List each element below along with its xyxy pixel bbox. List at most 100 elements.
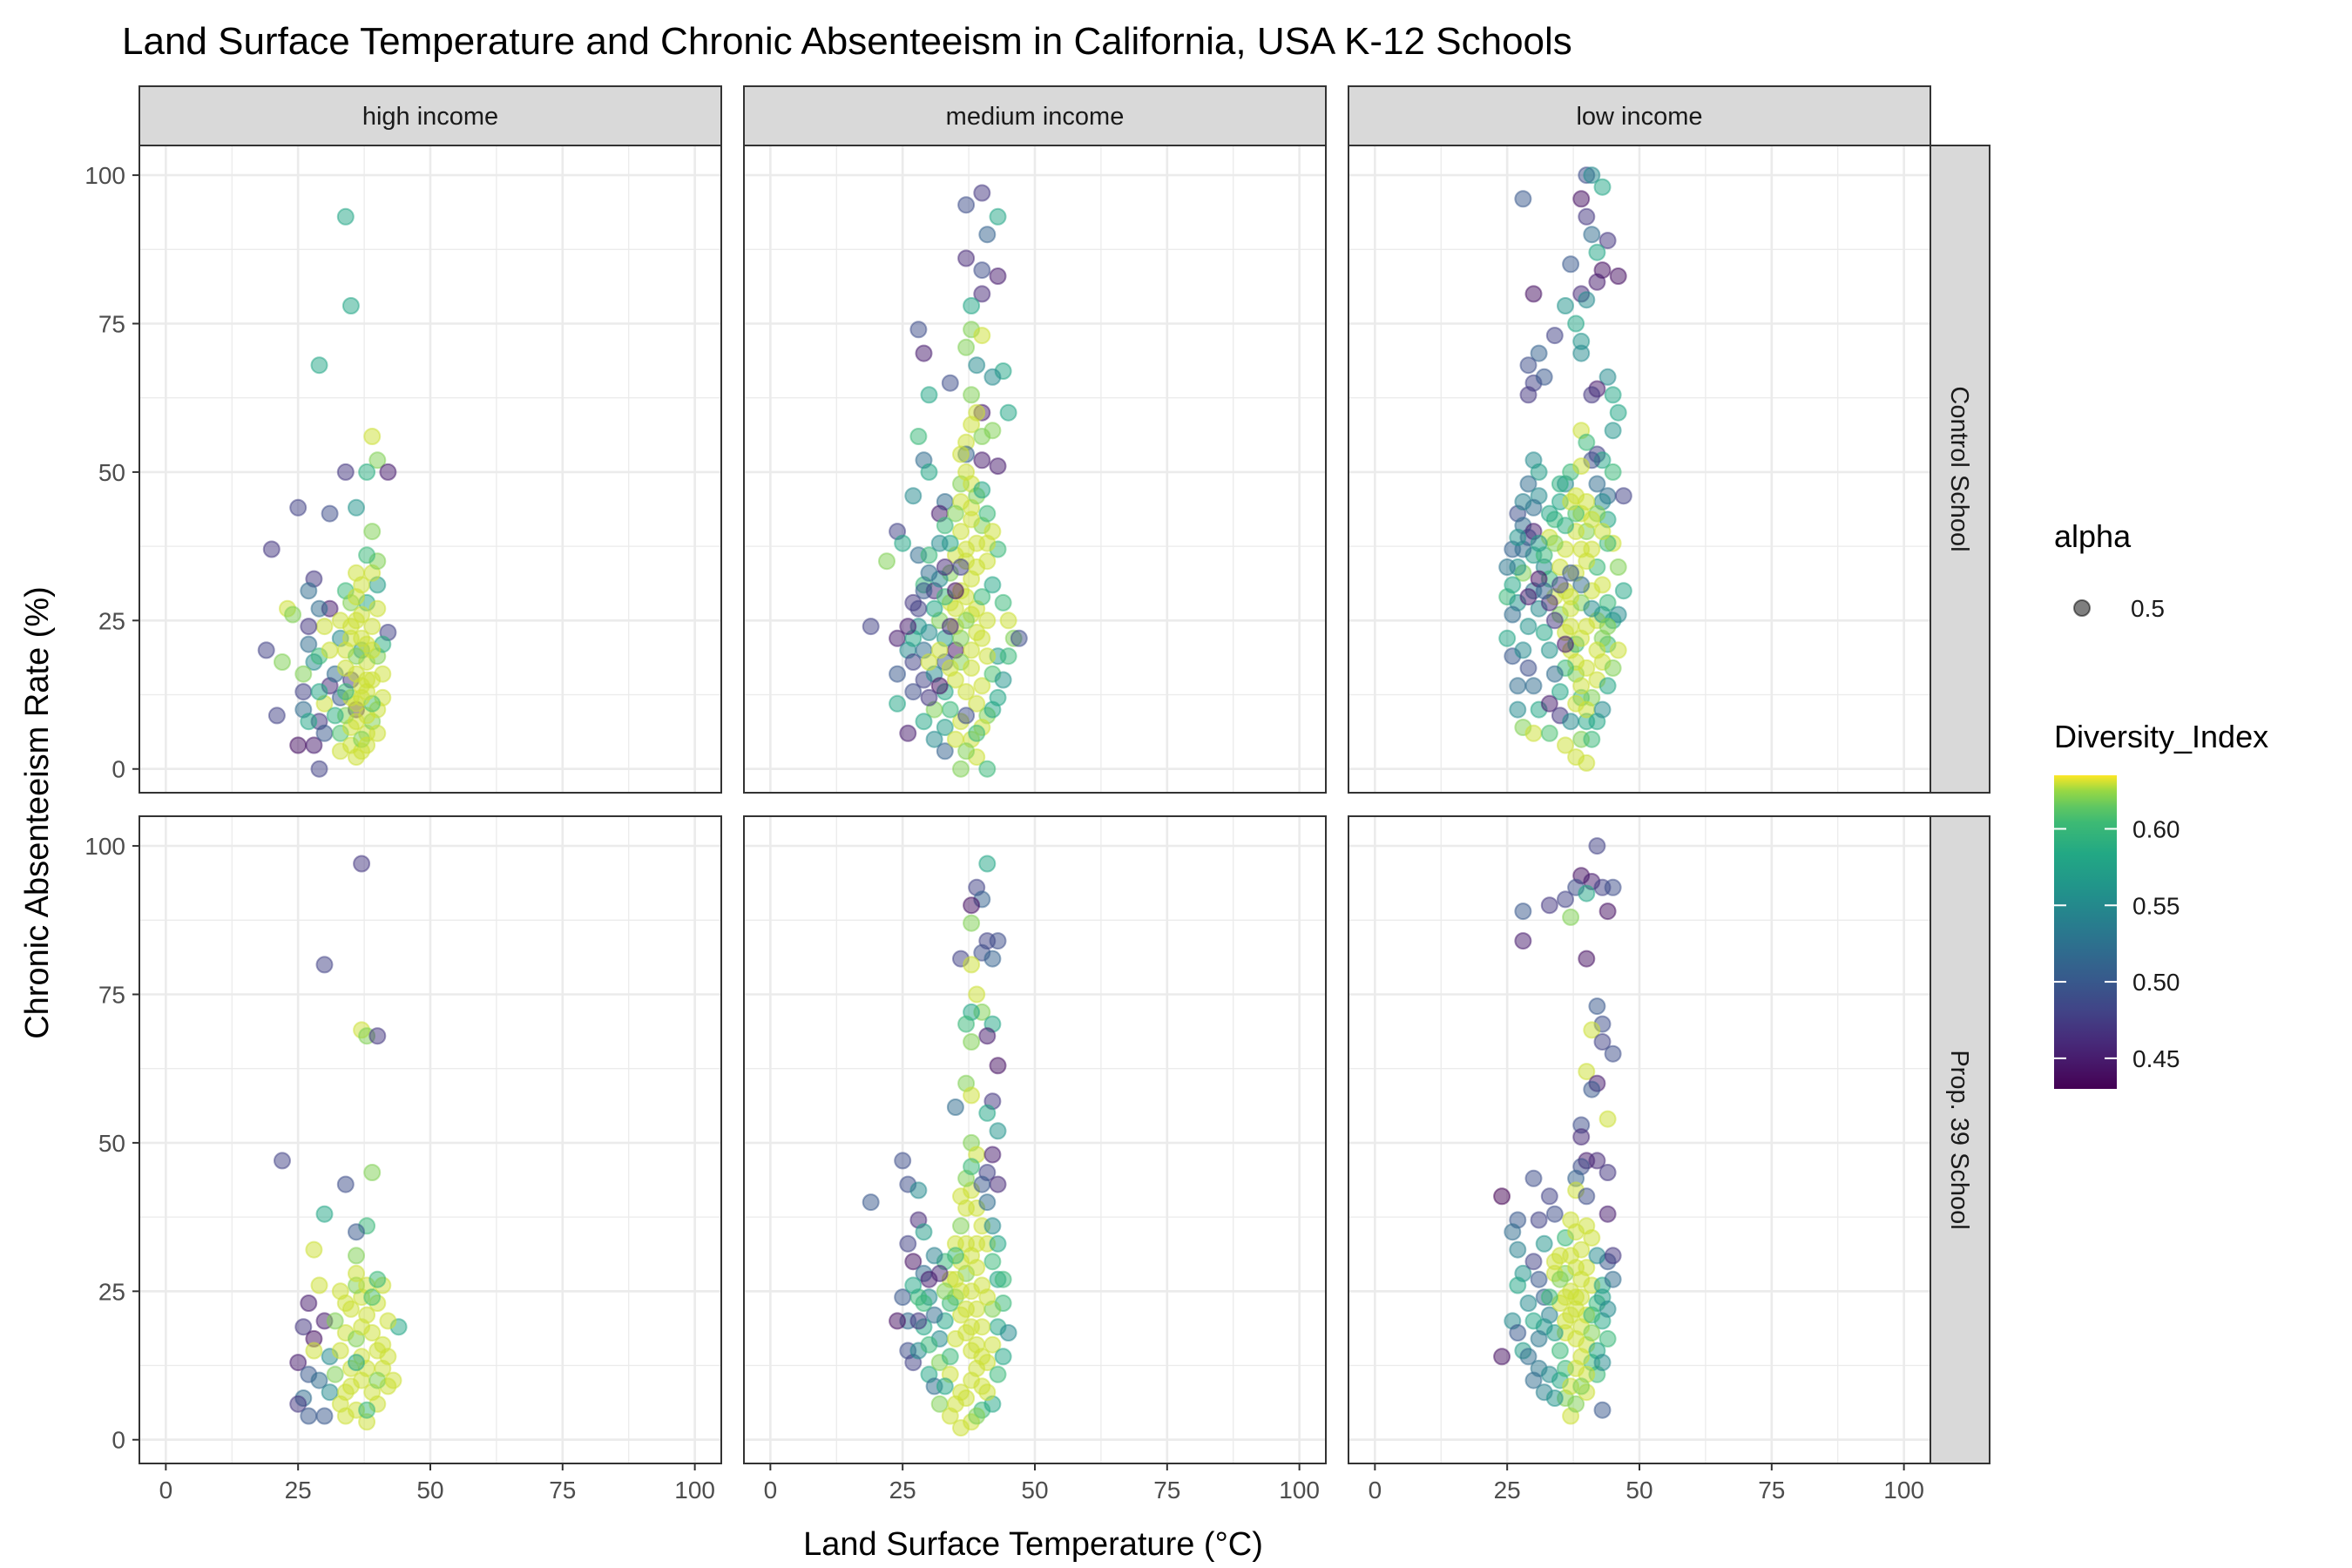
- data-point: [952, 760, 970, 778]
- data-point: [1583, 510, 1601, 529]
- data-point: [1540, 896, 1558, 915]
- data-point: [1562, 564, 1580, 582]
- data-point: [310, 760, 328, 778]
- data-point: [294, 1318, 313, 1336]
- data-point: [973, 285, 991, 303]
- data-point: [1535, 582, 1553, 600]
- data-point: [957, 706, 976, 725]
- data-point: [946, 1098, 964, 1116]
- data-point: [946, 1329, 964, 1348]
- strip-background: [139, 85, 722, 146]
- data-point: [968, 724, 986, 742]
- data-point: [968, 1259, 986, 1277]
- data-point: [294, 683, 313, 701]
- y-tick-label: 0: [112, 756, 125, 783]
- data-point: [973, 261, 991, 280]
- data-point: [889, 1312, 907, 1330]
- data-point: [989, 1175, 1007, 1193]
- data-point: [968, 1335, 986, 1354]
- data-point: [1598, 1164, 1617, 1181]
- data-point: [978, 1027, 997, 1045]
- data-point: [1540, 504, 1558, 523]
- data-point: [1593, 1354, 1612, 1372]
- data-point: [1604, 878, 1622, 896]
- data-point: [999, 403, 1017, 422]
- data-point: [963, 659, 981, 677]
- data-point: [952, 629, 970, 647]
- y-tick-label: 0: [112, 1427, 125, 1454]
- data-point: [1557, 297, 1574, 314]
- data-point: [348, 1247, 365, 1265]
- data-point: [983, 1217, 1002, 1235]
- data-point: [963, 914, 981, 932]
- data-point: [1514, 902, 1532, 921]
- data-point: [300, 1407, 318, 1425]
- x-tick-label: 25: [285, 1477, 312, 1504]
- x-tick-label: 50: [1625, 1477, 1652, 1504]
- legend-alpha-key: [2073, 599, 2091, 617]
- data-point: [983, 950, 1002, 968]
- legend-color-title: Diversity_Index: [2054, 719, 2268, 754]
- data-point: [1519, 659, 1538, 677]
- data-point: [1583, 1306, 1601, 1324]
- data-point: [348, 588, 365, 606]
- data-point: [963, 1086, 981, 1105]
- data-point: [1578, 659, 1596, 677]
- data-point: [1498, 629, 1517, 647]
- data-point: [321, 504, 339, 523]
- data-point: [331, 1282, 349, 1301]
- data-point: [300, 582, 318, 600]
- data-point: [1583, 386, 1601, 404]
- data-point: [300, 713, 318, 731]
- data-point: [968, 356, 986, 375]
- data-point: [1583, 1324, 1601, 1342]
- y-axis-title: Chronic Absenteeism Rate (%): [19, 586, 56, 1039]
- x-tick-label: 25: [1494, 1477, 1521, 1504]
- strip-label: medium income: [946, 103, 1125, 131]
- legend-alpha-title: alpha: [2054, 518, 2132, 554]
- data-point: [1504, 1223, 1522, 1241]
- data-point: [957, 612, 976, 630]
- data-point: [1524, 1169, 1543, 1187]
- data-point: [994, 671, 1012, 689]
- y-tick-label: 100: [84, 162, 125, 189]
- data-point: [909, 599, 928, 618]
- data-point: [331, 1342, 349, 1360]
- data-point: [1614, 582, 1632, 600]
- data-point: [1509, 700, 1527, 719]
- data-point: [315, 1407, 334, 1425]
- data-point: [1588, 997, 1606, 1016]
- row-strip: Prop. 39 School: [1930, 815, 1990, 1464]
- panel-2-1: [139, 815, 722, 1464]
- data-point: [957, 1389, 976, 1407]
- data-point: [1551, 576, 1569, 594]
- column-strip: low income: [1348, 85, 1931, 146]
- data-point: [973, 588, 991, 606]
- data-point: [963, 1158, 981, 1176]
- y-tick-label: 25: [98, 1278, 125, 1305]
- data-point: [1572, 576, 1591, 594]
- data-point: [1562, 255, 1580, 274]
- data-point: [946, 582, 964, 600]
- data-point: [1572, 1128, 1591, 1146]
- data-point: [999, 612, 1017, 630]
- data-point: [978, 504, 997, 523]
- data-point: [941, 700, 959, 719]
- data-point: [1593, 523, 1612, 541]
- data-point: [909, 428, 928, 445]
- data-point: [1551, 1342, 1569, 1360]
- data-point: [957, 249, 976, 267]
- data-point: [862, 618, 880, 636]
- data-point: [353, 605, 371, 624]
- data-point: [348, 1264, 365, 1282]
- data-point: [889, 694, 907, 713]
- data-point: [925, 1247, 943, 1265]
- data-point: [1578, 1063, 1596, 1081]
- data-point: [1578, 884, 1596, 902]
- data-point: [1598, 368, 1617, 386]
- data-point: [274, 653, 291, 671]
- data-point: [336, 1175, 355, 1193]
- data-point: [1530, 1329, 1548, 1348]
- data-point: [289, 498, 308, 517]
